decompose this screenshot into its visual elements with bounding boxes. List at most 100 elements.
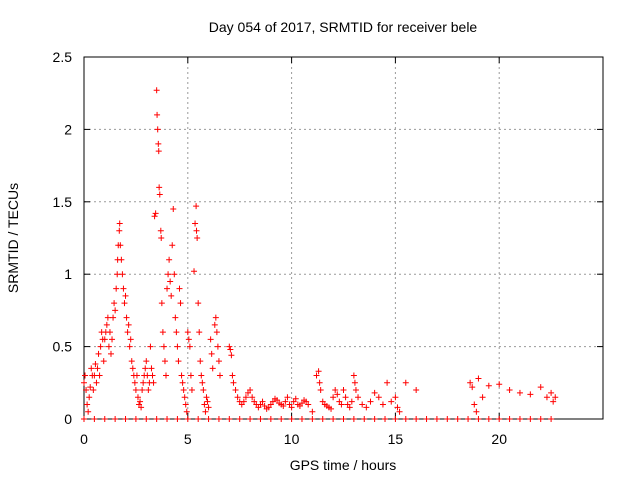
data-point	[200, 387, 207, 394]
data-point	[131, 379, 138, 386]
data-point	[81, 379, 87, 386]
data-point	[195, 416, 202, 422]
data-point	[242, 394, 249, 401]
data-point	[191, 268, 198, 275]
data-point	[475, 416, 482, 422]
data-point	[158, 300, 165, 307]
data-point	[86, 394, 93, 401]
data-point	[465, 416, 472, 422]
data-point	[315, 368, 322, 375]
data-point	[120, 285, 127, 292]
data-point	[111, 300, 118, 307]
data-point	[352, 387, 359, 394]
data-point	[132, 416, 139, 422]
data-point	[193, 227, 200, 234]
data-point	[330, 416, 337, 422]
data-point	[193, 203, 200, 210]
data-point	[355, 394, 362, 401]
data-point	[247, 387, 254, 394]
data-point	[180, 387, 187, 394]
data-point	[552, 394, 559, 401]
data-point	[247, 416, 254, 422]
data-point	[232, 387, 239, 394]
data-point	[124, 329, 131, 336]
data-point	[527, 416, 534, 422]
data-point	[101, 336, 108, 343]
data-point	[92, 360, 99, 367]
data-point	[90, 387, 97, 394]
y-axis-label: SRMTID / TECUs	[5, 183, 21, 293]
data-point	[340, 416, 347, 422]
data-point	[227, 346, 234, 353]
data-point	[156, 184, 163, 191]
data-point	[367, 398, 374, 405]
chart-title: Day 054 of 2017, SRMTID for receiver bel…	[209, 19, 478, 35]
data-point	[101, 416, 108, 422]
data-point	[537, 384, 544, 391]
data-point	[91, 372, 98, 379]
data-point	[96, 372, 103, 379]
data-point	[150, 379, 157, 386]
data-point	[185, 336, 192, 343]
data-point	[119, 271, 126, 278]
data-point	[205, 404, 212, 411]
data-point	[496, 381, 503, 388]
data-point	[467, 379, 474, 386]
x-tick-labels: 0 5 10 15 20	[80, 431, 507, 447]
data-point	[313, 372, 320, 379]
data-point	[97, 343, 104, 350]
data-point	[361, 416, 368, 422]
data-point	[85, 408, 92, 415]
data-point	[188, 387, 195, 394]
data-point	[205, 416, 212, 422]
data-point	[195, 300, 202, 307]
data-point	[109, 336, 116, 343]
data-point	[143, 416, 150, 422]
data-point	[475, 375, 482, 382]
x-tick-label: 20	[491, 431, 507, 447]
data-point	[249, 394, 256, 401]
data-point	[165, 271, 172, 278]
data-point	[113, 285, 120, 292]
data-point	[396, 408, 403, 415]
data-point	[230, 379, 237, 386]
data-point	[161, 358, 168, 365]
data-point	[194, 235, 201, 241]
data-point	[332, 387, 339, 394]
data-point	[423, 416, 430, 422]
data-point	[147, 343, 154, 350]
data-point	[485, 382, 492, 389]
data-point	[413, 416, 420, 422]
data-point	[84, 401, 91, 408]
data-point	[433, 416, 440, 422]
data-point	[134, 394, 141, 401]
data-point	[309, 416, 316, 422]
data-point	[316, 379, 323, 386]
data-point	[444, 416, 451, 422]
data-point	[229, 372, 236, 379]
data-point	[82, 372, 89, 379]
data-point	[298, 416, 305, 422]
data-point	[506, 387, 513, 394]
data-point	[100, 358, 107, 365]
data-point	[174, 416, 181, 422]
data-point	[413, 387, 420, 394]
data-point	[184, 416, 191, 422]
data-point	[309, 408, 316, 415]
data-point	[215, 416, 222, 422]
data-point	[388, 398, 395, 405]
data-point	[203, 394, 210, 401]
data-point	[118, 256, 125, 263]
data-point	[138, 404, 145, 411]
data-point	[116, 220, 123, 227]
data-point	[123, 314, 130, 321]
data-point	[177, 300, 184, 307]
data-point	[152, 210, 159, 217]
y-tick-label: 0.5	[53, 339, 73, 355]
data-point	[384, 379, 391, 386]
data-point	[226, 343, 233, 350]
data-point	[213, 329, 220, 336]
data-point	[181, 394, 188, 401]
data-point	[288, 404, 295, 411]
